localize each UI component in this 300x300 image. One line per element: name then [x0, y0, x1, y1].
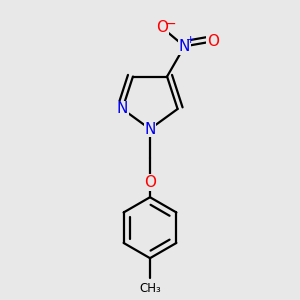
Text: O: O	[207, 34, 219, 49]
Text: N: N	[117, 101, 128, 116]
Text: +: +	[186, 35, 196, 45]
Text: N: N	[144, 122, 156, 136]
Text: −: −	[165, 16, 176, 30]
Text: O: O	[156, 20, 168, 35]
Text: O: O	[144, 175, 156, 190]
Text: N: N	[179, 39, 190, 54]
Text: CH₃: CH₃	[139, 282, 161, 295]
